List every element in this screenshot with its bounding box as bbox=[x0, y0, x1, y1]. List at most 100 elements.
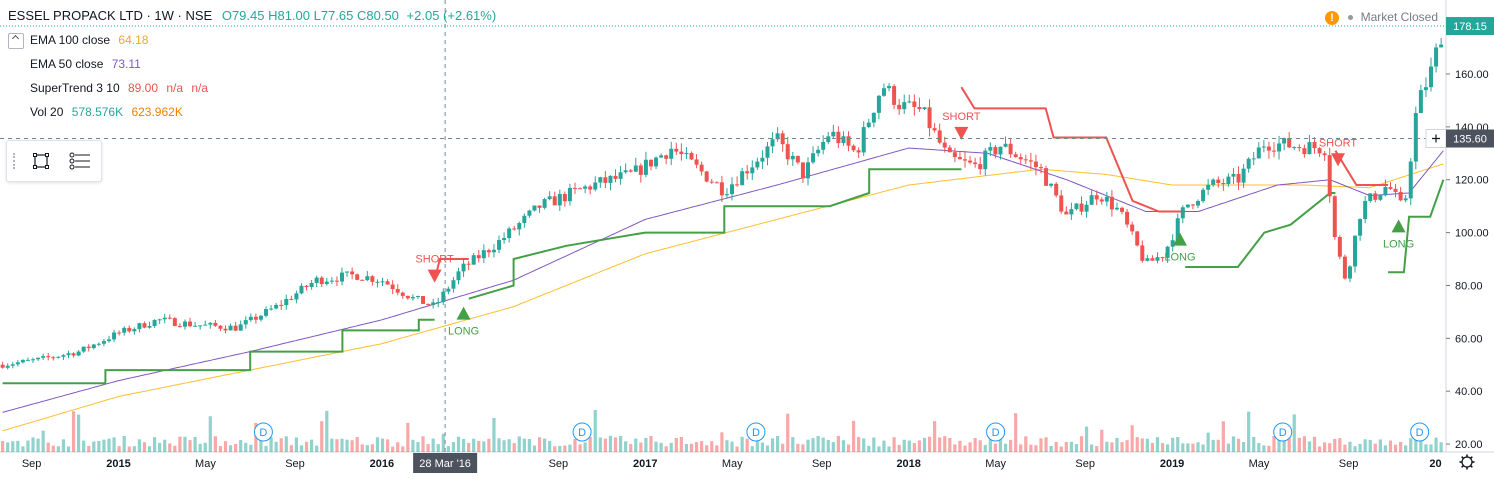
candle-body bbox=[1347, 266, 1352, 279]
dividend-marker[interactable] bbox=[572, 422, 592, 442]
volume-bar bbox=[877, 446, 881, 452]
drawing-toolbar bbox=[6, 140, 102, 182]
indicator-value-3: n/a bbox=[191, 81, 209, 95]
indicator-volume[interactable]: Vol 20 578.576K 623.962K bbox=[8, 105, 183, 119]
candle-body bbox=[339, 272, 344, 282]
dividend-marker[interactable] bbox=[986, 422, 1006, 442]
horizontal-lines-icon[interactable] bbox=[69, 152, 91, 170]
candle-body bbox=[628, 170, 633, 172]
candle-body bbox=[1342, 256, 1347, 279]
volume-bar bbox=[983, 445, 987, 452]
volume-bar bbox=[1368, 439, 1372, 452]
indicator-ema50[interactable]: EMA 50 close 73.11 bbox=[8, 57, 141, 71]
volume-bar bbox=[1333, 438, 1337, 452]
volume-bar bbox=[122, 436, 126, 452]
candle-body bbox=[968, 160, 973, 163]
candle-body bbox=[512, 228, 517, 230]
rectangle-icon[interactable] bbox=[32, 152, 50, 170]
candle-body bbox=[71, 353, 76, 356]
dividend-marker[interactable] bbox=[746, 422, 766, 442]
volume-bar bbox=[1135, 437, 1139, 452]
candle-body bbox=[942, 142, 947, 148]
long-signal-label: LONG bbox=[1383, 238, 1414, 250]
volume-bar bbox=[234, 443, 238, 452]
candle-body bbox=[193, 325, 198, 327]
candle-body bbox=[132, 329, 137, 332]
candle-body bbox=[993, 147, 998, 155]
candle-body bbox=[451, 280, 456, 289]
indicator-supertrend[interactable]: SuperTrend 3 10 89.00 n/a n/a bbox=[8, 81, 208, 95]
candle-body bbox=[502, 238, 507, 241]
volume-bar bbox=[943, 436, 947, 452]
candle-body bbox=[1439, 44, 1444, 48]
volume-bar bbox=[401, 446, 405, 452]
candle-body bbox=[1084, 204, 1089, 212]
candle-body bbox=[1130, 224, 1135, 232]
volume-bar bbox=[583, 442, 587, 452]
volume-bar bbox=[193, 436, 197, 452]
volume-bar bbox=[933, 421, 937, 452]
volume-bar bbox=[568, 444, 572, 452]
candle-body bbox=[937, 130, 942, 143]
volume-bar bbox=[1120, 442, 1124, 452]
drag-handle-icon[interactable] bbox=[13, 153, 17, 169]
volume-bar bbox=[355, 437, 359, 452]
volume-bar bbox=[112, 437, 116, 452]
volume-bar bbox=[791, 437, 795, 452]
candle-body bbox=[350, 271, 355, 275]
candle-body bbox=[881, 88, 886, 96]
candle-body bbox=[1307, 142, 1312, 155]
candle-body bbox=[770, 139, 775, 147]
ema100-line bbox=[2, 163, 1444, 432]
x-tick-label: 20 bbox=[1429, 458, 1441, 470]
volume-bar bbox=[745, 438, 749, 452]
volume-bar bbox=[315, 445, 319, 452]
candle-body bbox=[380, 281, 385, 283]
volume-bar bbox=[289, 445, 293, 452]
collapse-legend-button[interactable] bbox=[8, 33, 24, 49]
dividend-label: D bbox=[992, 427, 1000, 439]
indicator-ema100[interactable]: EMA 100 close 64.18 bbox=[8, 33, 148, 47]
symbol-title[interactable]: ESSEL PROPACK LTD · 1W · NSE bbox=[8, 8, 213, 23]
candle-body bbox=[390, 284, 395, 290]
candle-body bbox=[1109, 196, 1114, 210]
y-tick-label: 120.00 bbox=[1455, 175, 1489, 187]
candle-body bbox=[689, 152, 694, 160]
volume-bar bbox=[102, 439, 106, 452]
candle-body bbox=[415, 295, 420, 298]
crosshair-price-label: 135.60 bbox=[1453, 134, 1487, 146]
dividend-marker[interactable] bbox=[1410, 422, 1430, 442]
volume-bar bbox=[304, 441, 309, 452]
candle-body bbox=[1018, 157, 1023, 160]
candle-body bbox=[66, 353, 71, 356]
candle-body bbox=[426, 303, 431, 305]
candle-body bbox=[1231, 173, 1236, 177]
dividend-marker[interactable] bbox=[253, 422, 273, 442]
volume-bar bbox=[137, 439, 141, 452]
volume-bar bbox=[1008, 439, 1013, 452]
volume-bar bbox=[178, 436, 182, 452]
volume-bar bbox=[1054, 441, 1058, 452]
candle-body bbox=[446, 288, 451, 292]
candle-body bbox=[613, 175, 618, 179]
price-axis[interactable] bbox=[1446, 0, 1494, 474]
y-tick-label: 160.00 bbox=[1455, 69, 1489, 81]
volume-bar bbox=[1434, 437, 1438, 452]
market-status[interactable]: ! Market Closed bbox=[1324, 10, 1438, 25]
candle-body bbox=[1155, 257, 1160, 261]
volume-bar bbox=[578, 444, 582, 452]
indicator-value: 73.11 bbox=[111, 57, 141, 71]
volume-bar bbox=[1181, 443, 1185, 452]
volume-bar bbox=[1059, 446, 1063, 452]
candle-body bbox=[765, 146, 770, 158]
volume-bar bbox=[1090, 444, 1094, 452]
candle-body bbox=[1393, 188, 1398, 192]
volume-bar bbox=[375, 437, 380, 452]
volume-bar bbox=[1393, 444, 1398, 452]
volume-bar bbox=[310, 439, 314, 452]
candle-body bbox=[385, 281, 390, 285]
dividend-marker[interactable] bbox=[1273, 422, 1293, 442]
candle-body bbox=[643, 159, 648, 175]
